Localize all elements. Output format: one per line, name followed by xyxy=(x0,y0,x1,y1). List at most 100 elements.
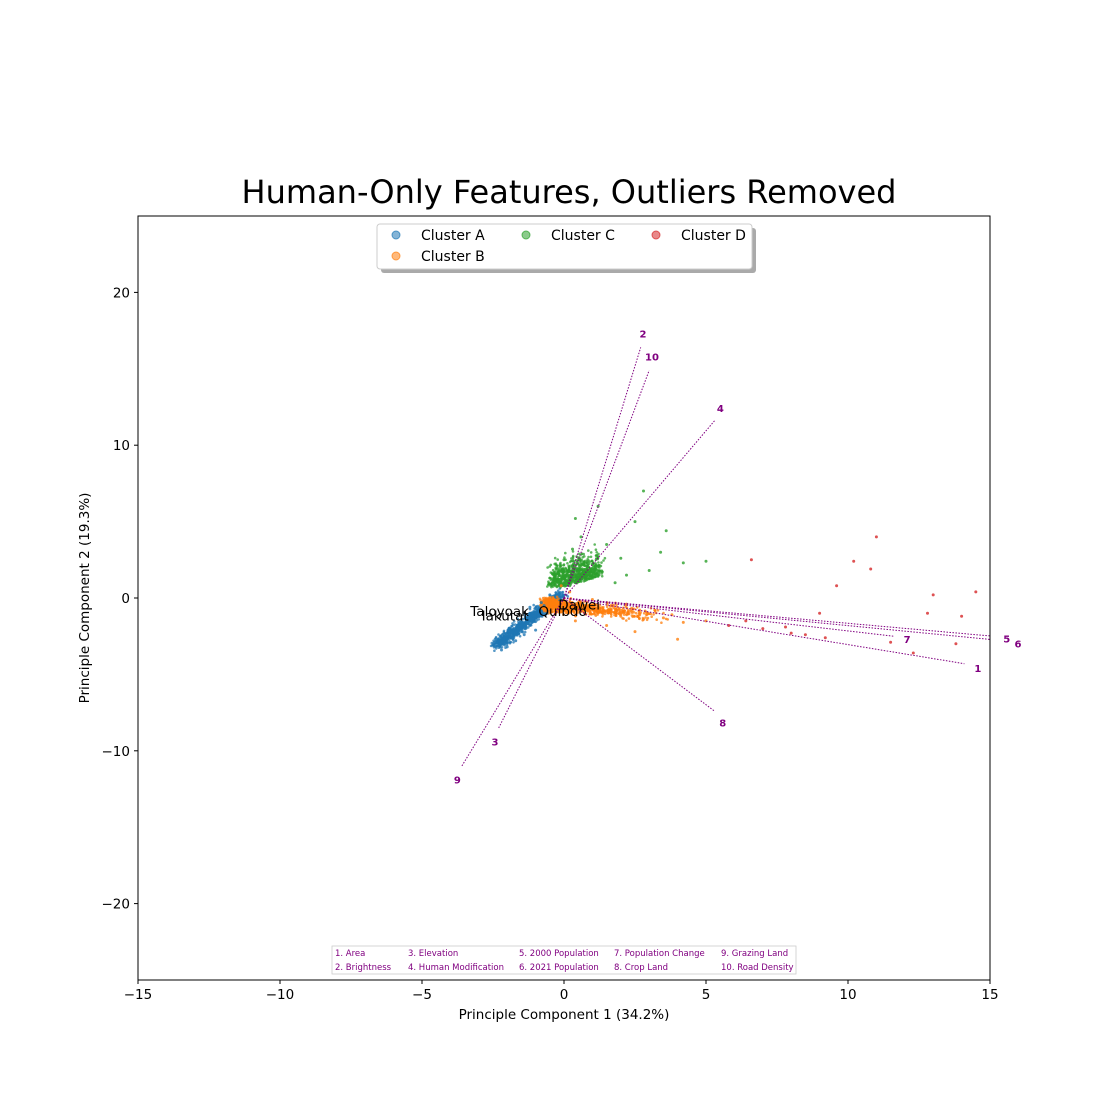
density-point xyxy=(512,641,515,644)
density-point xyxy=(645,613,648,617)
loading-vector-10 xyxy=(563,370,650,599)
density-point xyxy=(562,582,566,586)
y-tick-label: 10 xyxy=(113,438,130,454)
density-point xyxy=(535,608,539,611)
density-point xyxy=(518,634,522,638)
data-point xyxy=(562,558,566,562)
density-point xyxy=(547,582,551,586)
legend-marker xyxy=(521,230,531,240)
density-point xyxy=(495,640,499,644)
data-point xyxy=(613,581,617,585)
feature-key-item: 10. Road Density xyxy=(721,963,794,973)
data-point xyxy=(534,610,538,614)
density-point xyxy=(595,551,598,554)
data-point xyxy=(974,590,978,594)
density-point xyxy=(574,574,577,578)
data-point xyxy=(803,633,807,637)
density-point xyxy=(556,564,559,567)
density-point xyxy=(593,575,597,579)
density-point xyxy=(624,605,628,609)
data-point xyxy=(874,535,878,539)
data-point xyxy=(585,578,589,582)
data-point xyxy=(681,620,685,624)
density-point xyxy=(515,626,518,629)
density-point xyxy=(550,571,554,575)
legend-marker xyxy=(391,230,401,240)
density-point xyxy=(556,558,559,561)
legend-entry-label: Cluster C xyxy=(551,228,615,244)
density-point xyxy=(513,623,517,626)
density-point xyxy=(561,567,564,571)
feature-key-item: 5. 2000 Population xyxy=(519,949,599,959)
density-point xyxy=(571,557,575,561)
density-point xyxy=(567,564,570,568)
data-point xyxy=(642,617,645,621)
density-point xyxy=(566,595,570,598)
density-point xyxy=(519,625,523,628)
density-point xyxy=(497,633,500,636)
density-point xyxy=(625,613,628,617)
density-point xyxy=(561,571,564,575)
density-point xyxy=(611,610,614,614)
density-point xyxy=(553,556,557,560)
density-point xyxy=(494,635,498,639)
density-point xyxy=(569,559,573,563)
density-point xyxy=(598,604,602,607)
density-point xyxy=(554,562,558,565)
data-point xyxy=(619,614,623,618)
data-point xyxy=(659,550,663,554)
data-point xyxy=(613,607,617,611)
chart-title: Human-Only Features, Outliers Removed xyxy=(242,173,897,211)
density-point xyxy=(508,641,512,645)
density-point xyxy=(497,646,501,649)
density-point xyxy=(576,576,580,579)
density-point xyxy=(572,559,576,563)
loading-vector-label: 7 xyxy=(904,635,911,646)
density-point xyxy=(505,636,509,640)
data-point xyxy=(502,642,506,646)
density-point xyxy=(562,569,565,572)
data-point xyxy=(653,608,657,612)
density-point xyxy=(587,574,590,578)
loading-vector-5 xyxy=(563,597,990,637)
density-point xyxy=(589,555,593,559)
data-point xyxy=(554,573,557,577)
density-point xyxy=(577,569,581,573)
density-point xyxy=(557,573,561,577)
density-point xyxy=(531,614,534,618)
density-point xyxy=(628,609,631,613)
density-point xyxy=(565,584,568,587)
density-point xyxy=(553,581,556,584)
density-point xyxy=(602,559,605,562)
density-point xyxy=(555,600,558,604)
density-point xyxy=(583,555,586,558)
data-point xyxy=(852,559,856,563)
density-point xyxy=(554,566,557,570)
legend-marker xyxy=(651,230,661,240)
density-point xyxy=(567,580,570,583)
loading-vector-labels: 1 2 3 4 5 6 7 8 9 10 xyxy=(454,330,1022,787)
axis-ticks: −15 −10 −5 0 5 10 15 −20 −10 0 10 20 xyxy=(102,285,999,1003)
density-point xyxy=(608,607,612,611)
x-tick-label: 0 xyxy=(560,987,569,1003)
density-point xyxy=(645,618,649,622)
density-point xyxy=(638,616,641,620)
density-point xyxy=(616,609,620,612)
data-point xyxy=(661,616,665,620)
data-point xyxy=(818,611,822,615)
density-point xyxy=(605,605,609,608)
data-point xyxy=(664,529,668,533)
density-point xyxy=(650,615,653,618)
density-point xyxy=(593,568,596,572)
density-point xyxy=(521,622,525,625)
density-point xyxy=(508,626,512,630)
loading-vector-label: 4 xyxy=(717,404,724,415)
data-point xyxy=(625,573,628,577)
density-point xyxy=(600,561,603,564)
density-point xyxy=(623,609,626,612)
density-point xyxy=(492,640,496,644)
density-point xyxy=(594,614,598,617)
density-point xyxy=(593,543,596,546)
